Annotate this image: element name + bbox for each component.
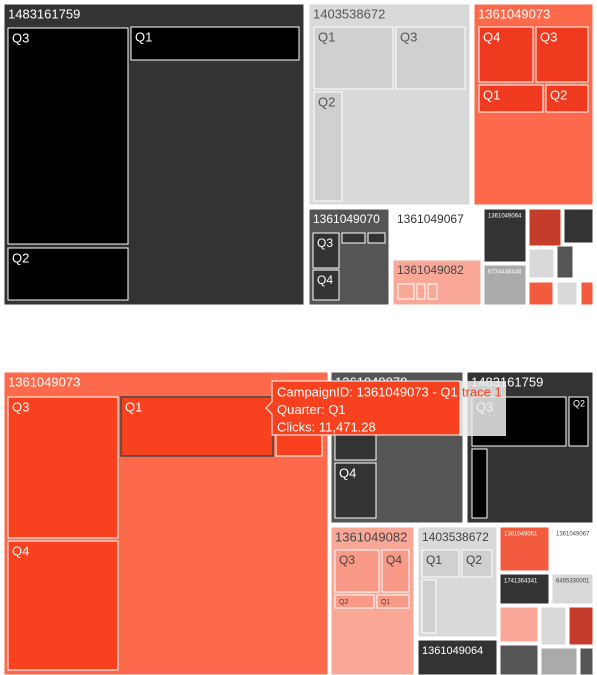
small-tile[interactable] — [341, 232, 366, 244]
tile-label: 1361049082 — [335, 529, 407, 544]
small-tile[interactable] — [568, 606, 594, 646]
tile-label: 1361049064 — [488, 214, 522, 220]
tile-label: Q2 — [318, 94, 335, 109]
tile[interactable] — [120, 396, 274, 457]
tile-label: Q1 — [483, 87, 500, 102]
small-tile[interactable] — [556, 245, 574, 279]
tooltip-trace-box — [460, 381, 506, 436]
small-tile[interactable] — [528, 208, 562, 247]
tile[interactable] — [499, 573, 550, 605]
tile-label: Q2 — [550, 87, 567, 102]
tile[interactable] — [395, 26, 466, 90]
tile-label: Q3 — [540, 29, 557, 44]
tile[interactable] — [7, 27, 129, 245]
tile-label: Q4 — [317, 273, 333, 287]
small-tile[interactable] — [499, 644, 539, 675]
small-tile[interactable] — [367, 232, 386, 244]
small-tile[interactable] — [397, 283, 415, 300]
tile[interactable] — [551, 526, 594, 572]
tile-label: 1361049064 — [422, 645, 483, 657]
tile-label: Q1 — [381, 599, 390, 606]
small-tile[interactable] — [499, 606, 539, 643]
small-tile[interactable] — [540, 606, 567, 646]
small-tile[interactable] — [528, 248, 555, 279]
tile[interactable] — [417, 639, 498, 675]
tile[interactable] — [312, 269, 340, 301]
tile-label: 1403538672 — [422, 530, 489, 544]
tile-label: 1741364341 — [504, 579, 538, 585]
tooltip-line: CampaignID: 1361049073 - Q1 — [277, 384, 458, 399]
tile[interactable] — [535, 26, 589, 83]
tile-label: 1483161759 — [8, 6, 80, 21]
tile-label: Q2 — [573, 398, 585, 408]
tile-label: Q3 — [400, 29, 417, 44]
tile[interactable] — [392, 208, 482, 260]
small-tile[interactable] — [421, 579, 437, 634]
tile[interactable] — [551, 573, 594, 605]
tile-label: Q1 — [125, 399, 142, 414]
tile-label: Q2 — [466, 553, 482, 567]
tile[interactable] — [7, 396, 119, 539]
tile[interactable] — [499, 526, 550, 572]
tooltip-line: Quarter: Q1 — [277, 402, 346, 417]
tooltip-trace: trace 1 — [462, 384, 502, 399]
tile-label: 1361049073 — [8, 374, 80, 389]
tile-label: Q3 — [317, 236, 333, 250]
tile[interactable] — [461, 549, 493, 578]
tile[interactable] — [483, 264, 527, 306]
tile-label: Q1 — [135, 29, 152, 44]
tile[interactable] — [313, 26, 394, 90]
small-tile[interactable] — [416, 283, 426, 300]
tile[interactable] — [313, 91, 343, 202]
tile-label: Q2 — [12, 250, 29, 265]
tile-label: 6495330001 — [556, 579, 590, 585]
tile[interactable] — [7, 247, 129, 301]
small-tile[interactable] — [556, 281, 578, 306]
tile[interactable] — [478, 26, 534, 83]
tile[interactable] — [312, 232, 340, 269]
small-tile[interactable] — [540, 647, 578, 675]
tile[interactable] — [483, 208, 527, 263]
tile[interactable] — [421, 549, 460, 578]
tile-label: Q1 — [318, 29, 335, 44]
tile-label: 6734446448 — [488, 270, 522, 276]
tile[interactable] — [130, 26, 300, 61]
tile-label: Q4 — [12, 543, 29, 558]
tile-label: Q3 — [339, 553, 355, 567]
tile-label: Q3 — [12, 30, 29, 45]
small-tile[interactable] — [579, 647, 594, 675]
tile-label: 1403538672 — [313, 6, 385, 21]
tooltip-line: Clicks: 11,471.28 — [277, 419, 376, 434]
tile[interactable] — [334, 549, 380, 593]
tile-label: 1361049070 — [313, 212, 380, 226]
small-tile[interactable] — [471, 448, 488, 519]
small-tile[interactable] — [563, 208, 594, 244]
tile[interactable] — [568, 396, 589, 447]
tile-label: 1361049082 — [397, 263, 464, 277]
tile-label: Q3 — [12, 399, 29, 414]
tooltip-box — [265, 380, 461, 436]
tile-label: 1361049067 — [556, 532, 590, 538]
tile[interactable] — [376, 594, 410, 609]
small-tile[interactable] — [528, 281, 554, 306]
tile-label: Q2 — [339, 599, 348, 606]
tile-label: 1361049073 — [478, 6, 550, 21]
tile[interactable] — [7, 540, 119, 671]
tile[interactable] — [334, 594, 375, 609]
tile-label: 1361049067 — [397, 212, 464, 226]
tile-label: 1361049061 — [504, 532, 538, 538]
tile[interactable] — [381, 549, 410, 593]
tile-label: Q4 — [339, 465, 356, 480]
small-tile[interactable] — [580, 281, 594, 306]
tile-label: Q4 — [483, 29, 500, 44]
tile[interactable] — [545, 84, 589, 113]
tile-label: Q4 — [386, 553, 402, 567]
small-tile[interactable] — [427, 283, 438, 300]
tile-label: Q1 — [426, 553, 442, 567]
tile[interactable] — [478, 84, 544, 113]
tile[interactable] — [334, 462, 377, 519]
